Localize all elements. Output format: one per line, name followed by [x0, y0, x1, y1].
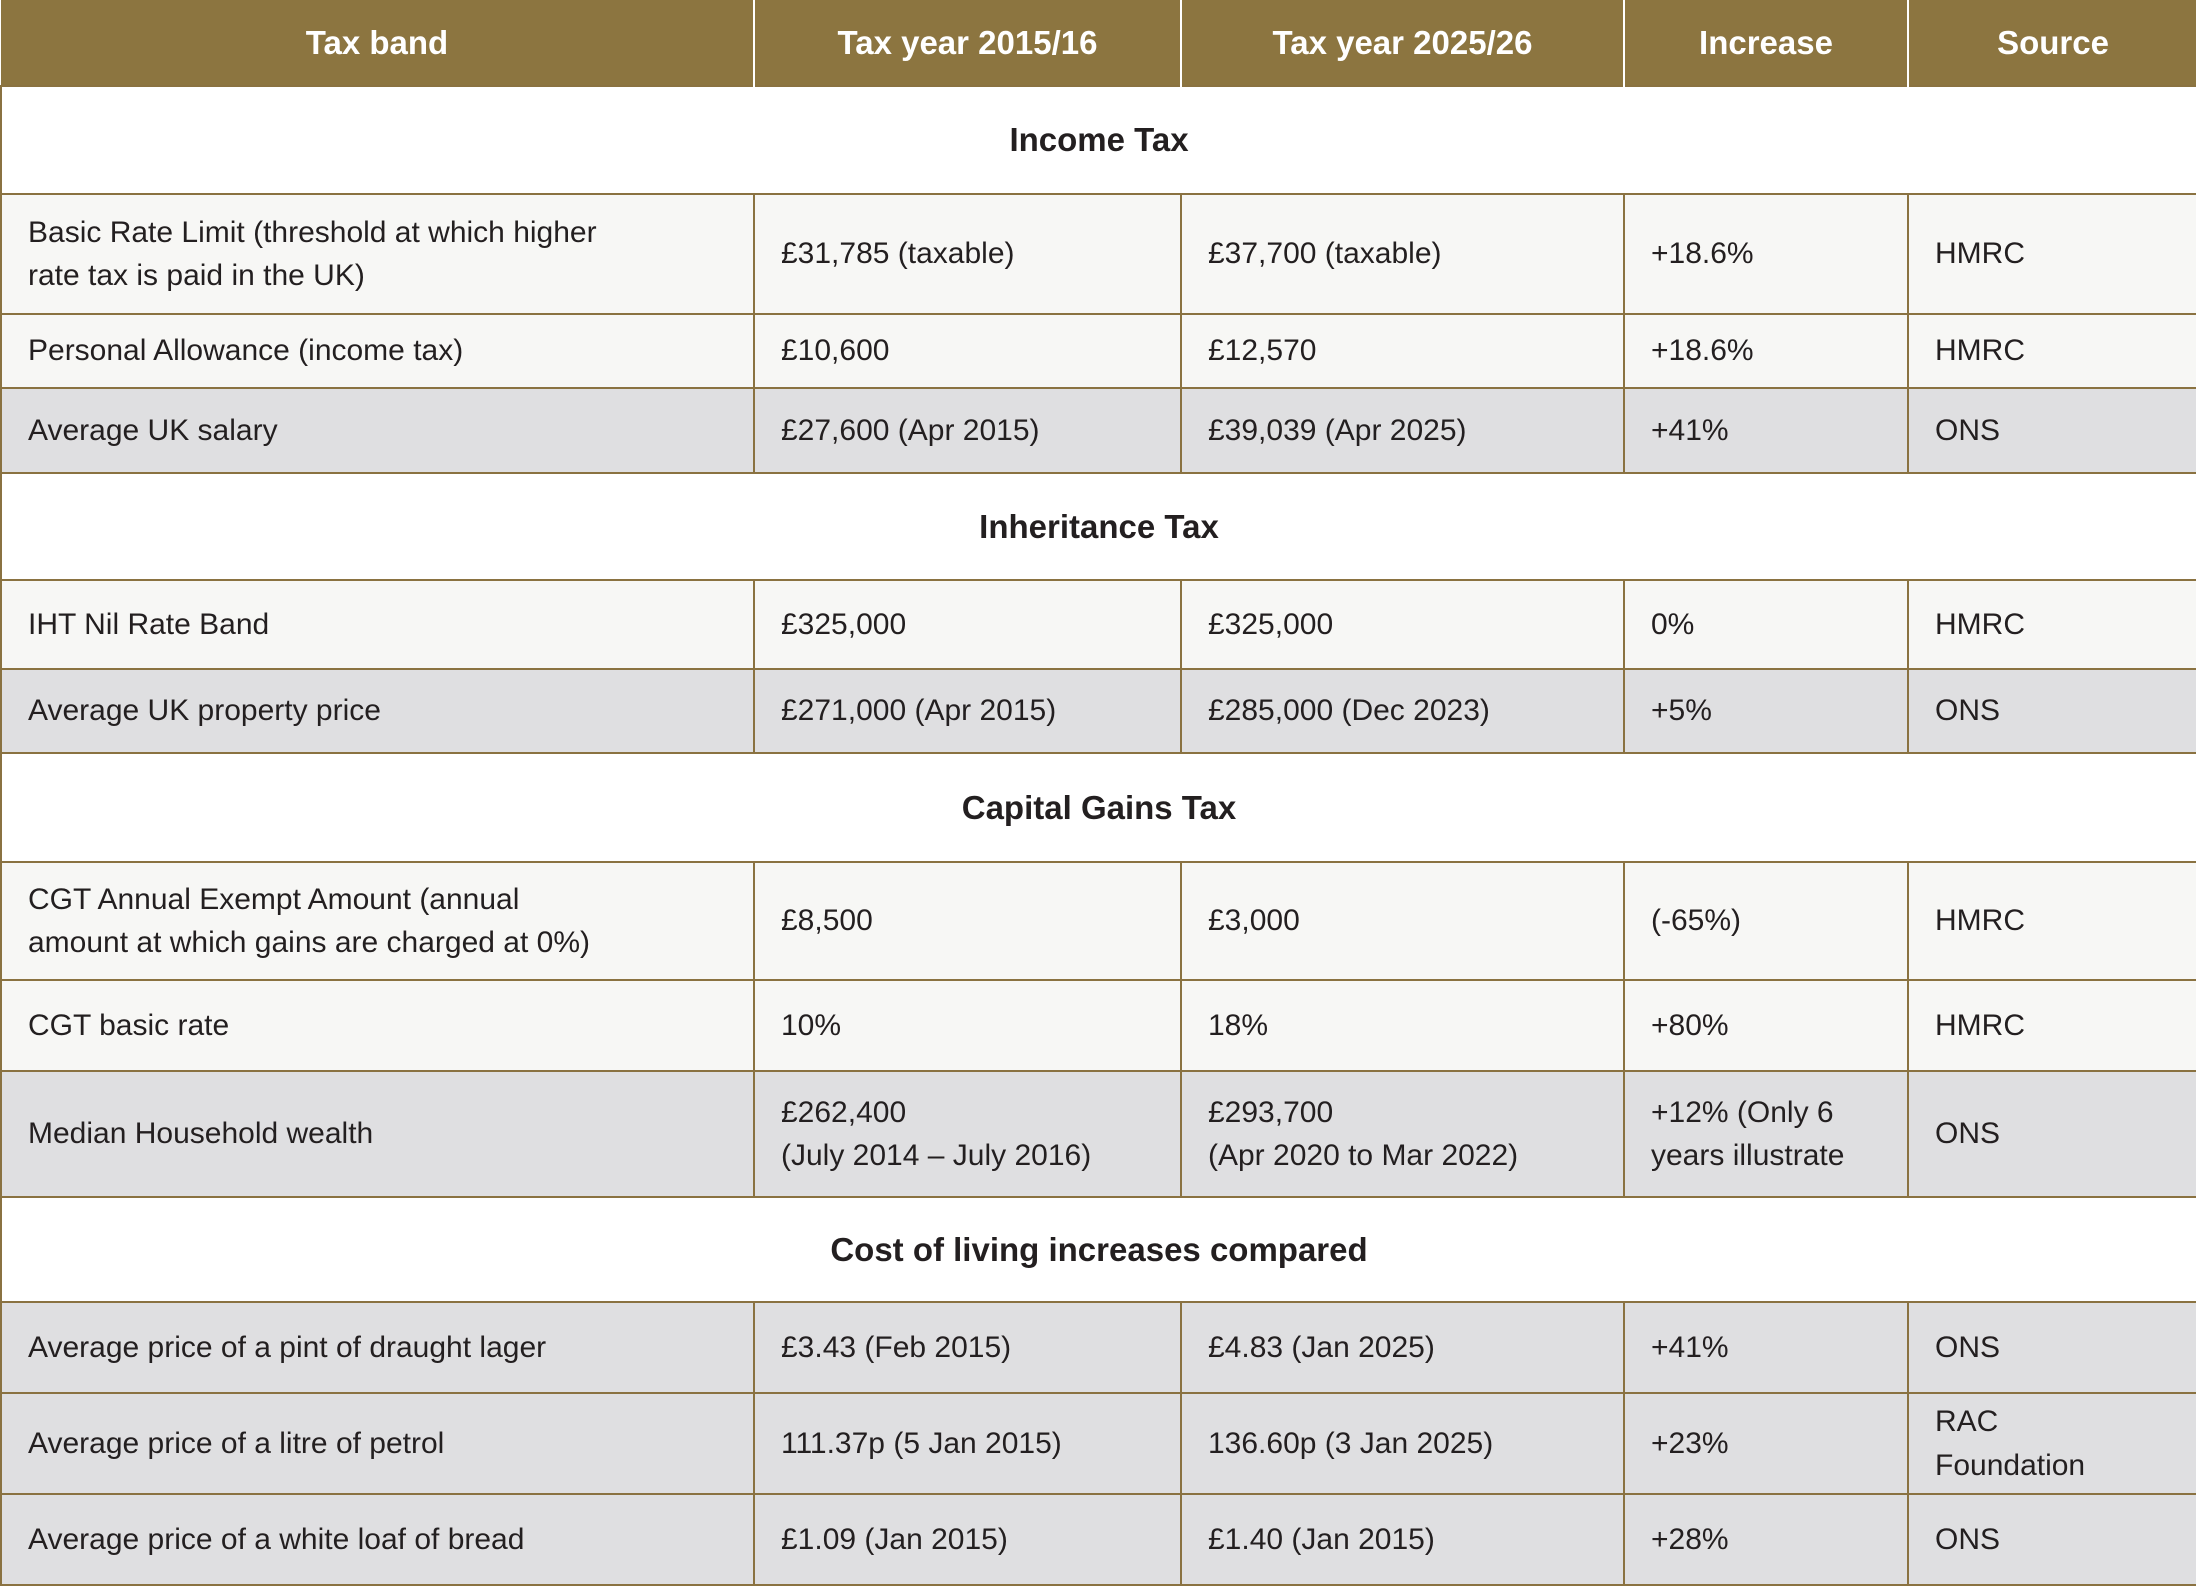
cell-source: RAC Foundation	[1907, 1392, 2196, 1495]
cell-2025: £1.40 (Jan 2015)	[1180, 1493, 1625, 1586]
table-row-white-loaf-of-bread: Average price of a white loaf of bread £…	[0, 1493, 2196, 1586]
cell-increase: +12% (Only 6 years illustrate	[1623, 1070, 1909, 1198]
cell-2025: £4.83 (Jan 2025)	[1180, 1301, 1625, 1394]
cell-increase: +5%	[1623, 668, 1909, 754]
cell-2025: £12,570	[1180, 313, 1625, 389]
cell-band: CGT basic rate	[0, 979, 755, 1072]
cell-increase: +41%	[1623, 387, 1909, 474]
cell-source: ONS	[1907, 1301, 2196, 1394]
cell-2015: £3.43 (Feb 2015)	[753, 1301, 1182, 1394]
cell-2025: £325,000	[1180, 579, 1625, 670]
cell-2025: 136.60p (3 Jan 2025)	[1180, 1392, 1625, 1495]
table-row-average-uk-property-price: Average UK property price £271,000 (Apr …	[0, 668, 2196, 754]
cell-2015: £27,600 (Apr 2015)	[753, 387, 1182, 474]
cell-source: HMRC	[1907, 979, 2196, 1072]
cell-band: Average UK property price	[0, 668, 755, 754]
section-row-income-tax: Income Tax	[0, 85, 2196, 195]
cell-2015: £31,785 (taxable)	[753, 193, 1182, 315]
table-row-iht-nil-rate-band: IHT Nil Rate Band £325,000 £325,000 0% H…	[0, 579, 2196, 670]
cell-2025: £3,000	[1180, 861, 1625, 981]
cell-source: ONS	[1907, 668, 2196, 754]
cell-source: ONS	[1907, 1493, 2196, 1586]
table-row-personal-allowance: Personal Allowance (income tax) £10,600 …	[0, 313, 2196, 389]
cell-increase: +18.6%	[1623, 313, 1909, 389]
cell-source: HMRC	[1907, 861, 2196, 981]
section-row-inheritance-tax: Inheritance Tax	[0, 472, 2196, 581]
cell-2015: 10%	[753, 979, 1182, 1072]
table-row-median-household-wealth: Median Household wealth £262,400 (July 2…	[0, 1070, 2196, 1198]
cell-band: Personal Allowance (income tax)	[0, 313, 755, 389]
cell-band: Median Household wealth	[0, 1070, 755, 1198]
cell-2015: £271,000 (Apr 2015)	[753, 668, 1182, 754]
table-row-pint-of-draught-lager: Average price of a pint of draught lager…	[0, 1301, 2196, 1394]
section-title-cost-of-living: Cost of living increases compared	[0, 1196, 2196, 1303]
cell-band: IHT Nil Rate Band	[0, 579, 755, 670]
table-header-row: Tax band Tax year 2015/16 Tax year 2025/…	[1, 0, 2196, 86]
section-title-capital-gains-tax: Capital Gains Tax	[0, 752, 2196, 863]
cell-2025: £37,700 (taxable)	[1180, 193, 1625, 315]
cell-increase: +23%	[1623, 1392, 1909, 1495]
cell-source: HMRC	[1907, 313, 2196, 389]
cell-increase: 0%	[1623, 579, 1909, 670]
cell-2015: 111.37p (5 Jan 2015)	[753, 1392, 1182, 1495]
cell-band: Average price of a litre of petrol	[0, 1392, 755, 1495]
cell-increase: +80%	[1623, 979, 1909, 1072]
cell-increase: (-65%)	[1623, 861, 1909, 981]
cell-2015: £8,500	[753, 861, 1182, 981]
cell-2025: £285,000 (Dec 2023)	[1180, 668, 1625, 754]
col-header-tax-band: Tax band	[1, 0, 754, 86]
col-header-increase: Increase	[1623, 0, 1908, 86]
cell-2015: £1.09 (Jan 2015)	[753, 1493, 1182, 1586]
cell-2025: £293,700 (Apr 2020 to Mar 2022)	[1180, 1070, 1625, 1198]
cell-band: Average price of a white loaf of bread	[0, 1493, 755, 1586]
cell-source: HMRC	[1907, 579, 2196, 670]
cell-2025: 18%	[1180, 979, 1625, 1072]
section-row-capital-gains-tax: Capital Gains Tax	[0, 752, 2196, 863]
cell-band: Average UK salary	[0, 387, 755, 474]
cell-increase: +28%	[1623, 1493, 1909, 1586]
col-header-tax-year-2025: Tax year 2025/26	[1180, 0, 1624, 86]
cell-2015: £10,600	[753, 313, 1182, 389]
table-row-average-uk-salary: Average UK salary £27,600 (Apr 2015) £39…	[0, 387, 2196, 474]
col-header-source: Source	[1907, 0, 2196, 86]
cell-2015: £325,000	[753, 579, 1182, 670]
cell-source: HMRC	[1907, 193, 2196, 315]
cell-band: CGT Annual Exempt Amount (annual amount …	[0, 861, 755, 981]
table-row-litre-of-petrol: Average price of a litre of petrol 111.3…	[0, 1392, 2196, 1495]
cell-2015: £262,400 (July 2014 – July 2016)	[753, 1070, 1182, 1198]
cell-2025: £39,039 (Apr 2025)	[1180, 387, 1625, 474]
section-title-income-tax: Income Tax	[0, 85, 2196, 195]
section-title-inheritance-tax: Inheritance Tax	[0, 472, 2196, 581]
table-row-basic-rate-limit: Basic Rate Limit (threshold at which hig…	[0, 193, 2196, 315]
table-row-cgt-basic-rate: CGT basic rate 10% 18% +80% HMRC	[0, 979, 2196, 1072]
cell-increase: +18.6%	[1623, 193, 1909, 315]
cell-increase: +41%	[1623, 1301, 1909, 1394]
cell-band: Average price of a pint of draught lager	[0, 1301, 755, 1394]
cell-band: Basic Rate Limit (threshold at which hig…	[0, 193, 755, 315]
cell-source: ONS	[1907, 387, 2196, 474]
cell-source: ONS	[1907, 1070, 2196, 1198]
col-header-tax-year-2015: Tax year 2015/16	[753, 0, 1181, 86]
section-row-cost-of-living: Cost of living increases compared	[0, 1196, 2196, 1303]
table-row-cgt-annual-exempt-amount: CGT Annual Exempt Amount (annual amount …	[0, 861, 2196, 981]
